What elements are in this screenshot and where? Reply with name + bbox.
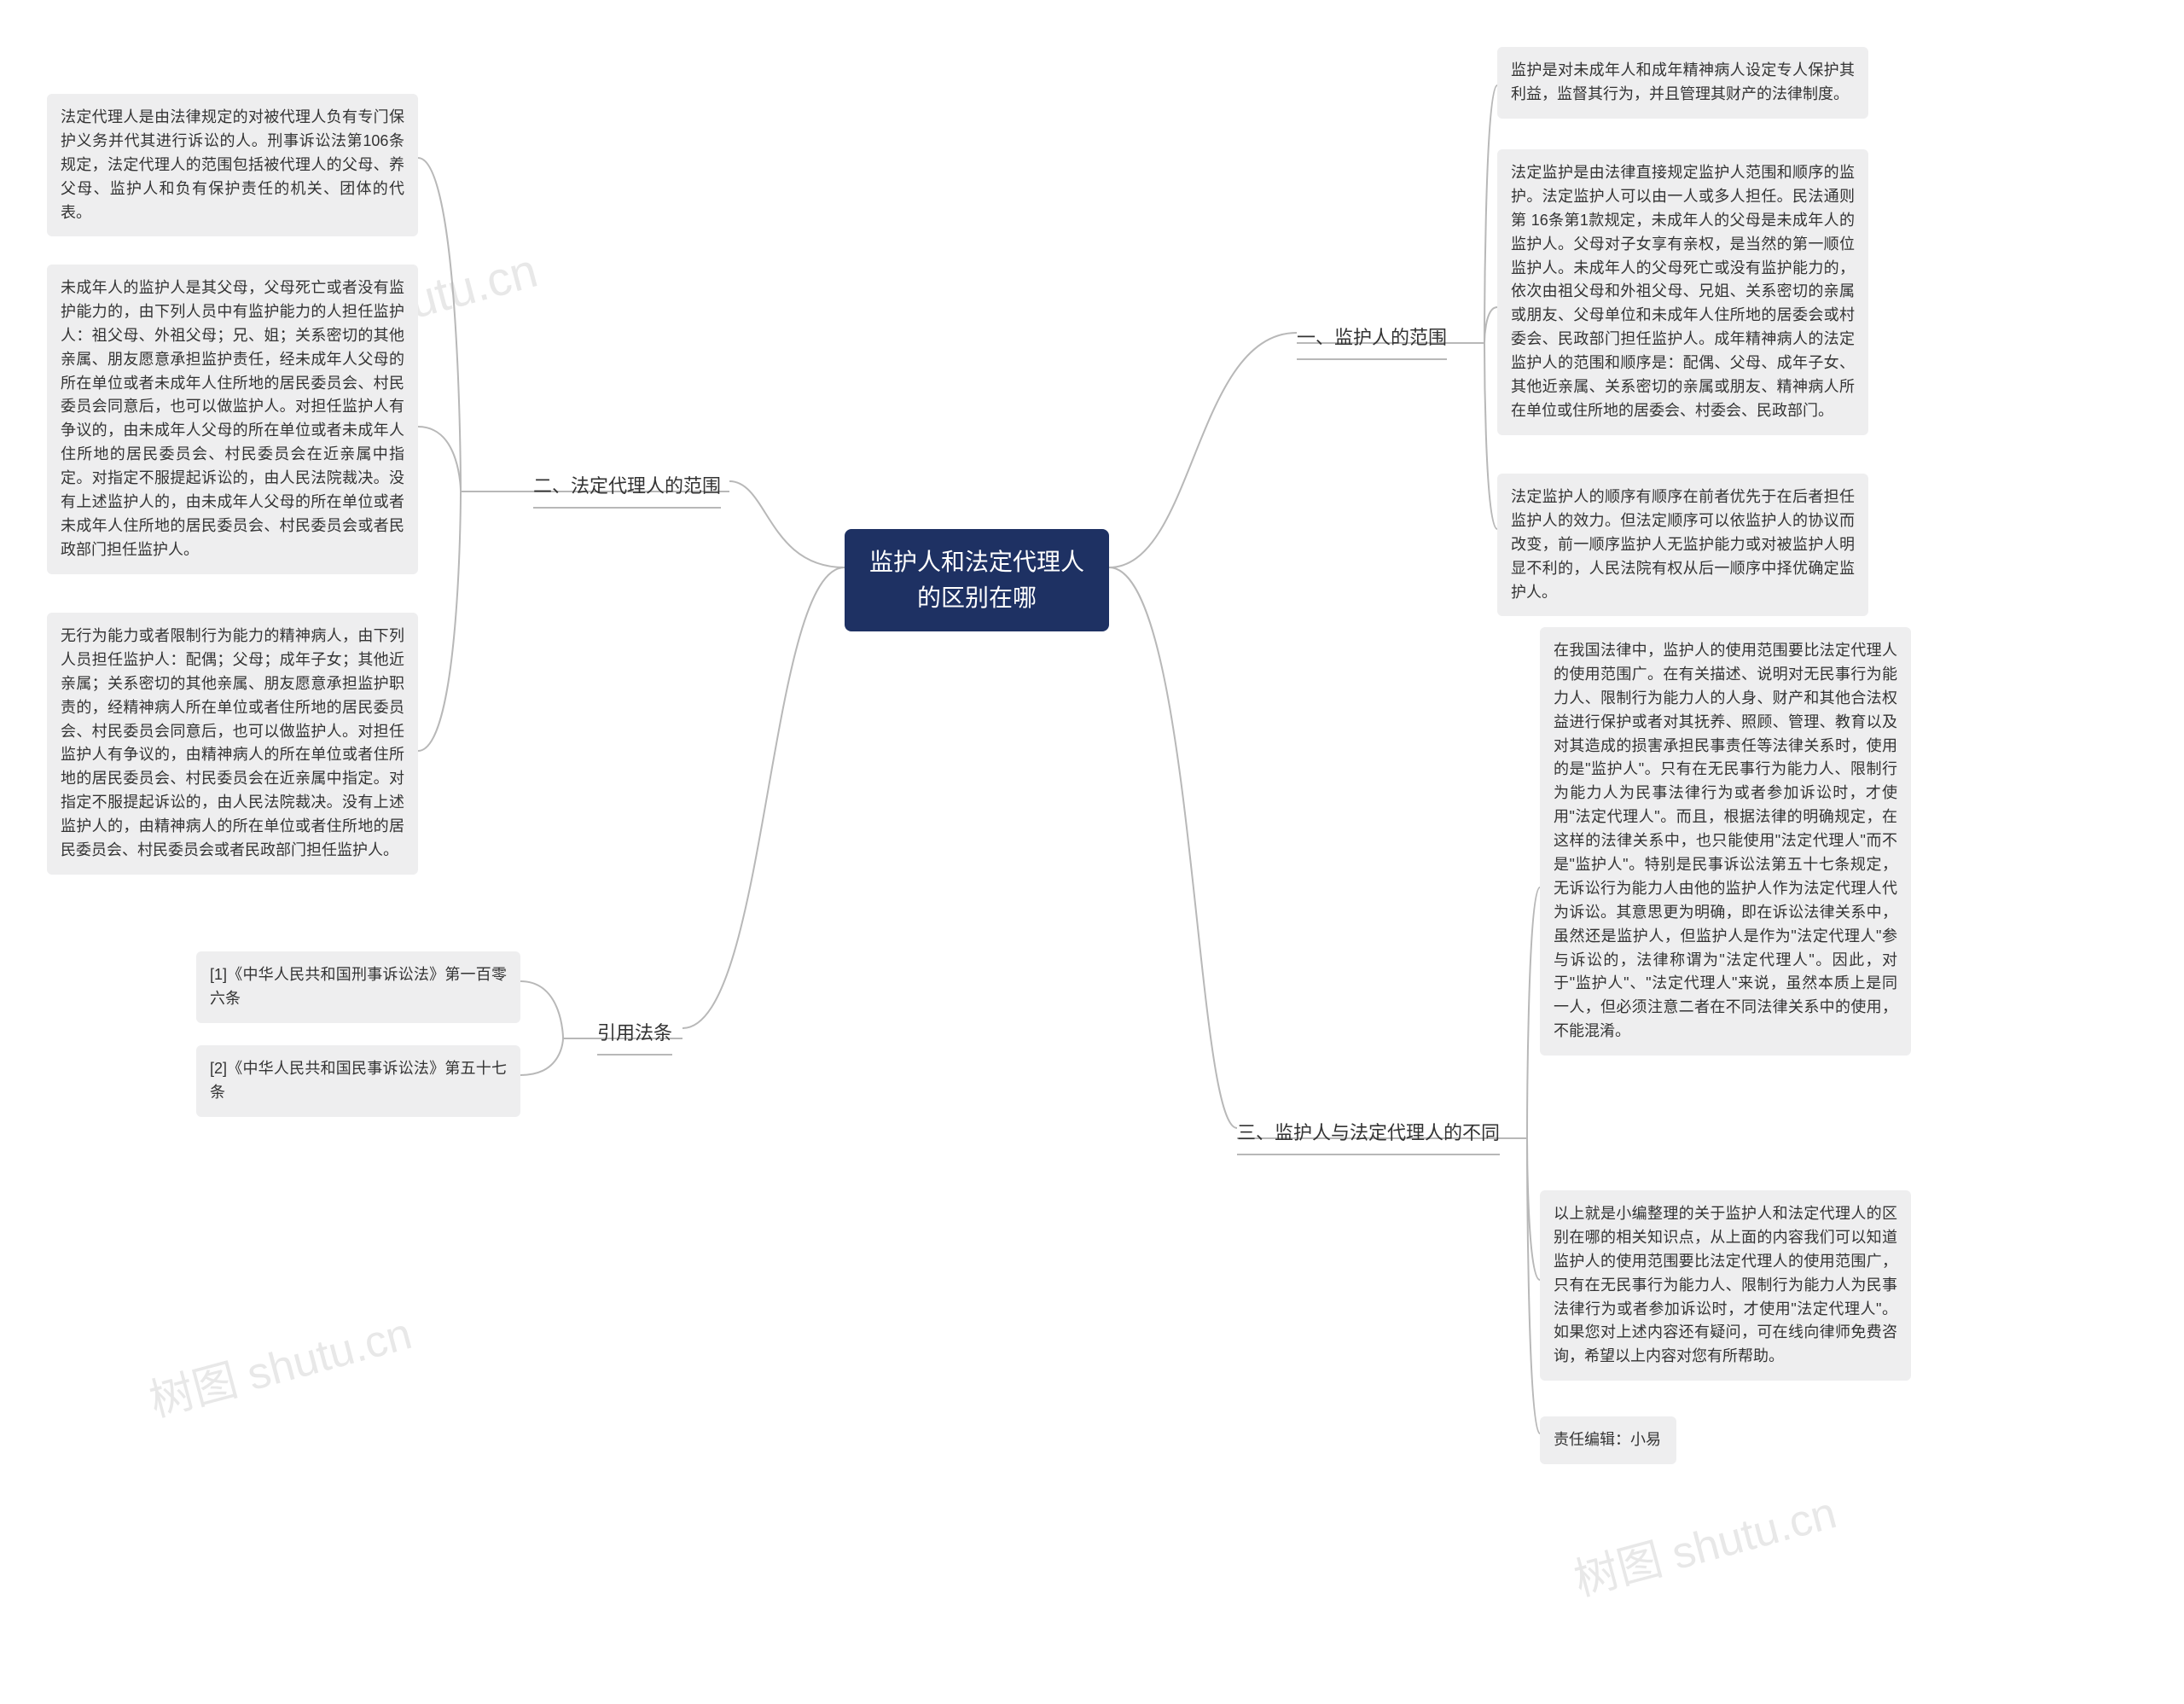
branch-label-right-2: 三、监护人与法定代理人的不同 [1237,1118,1500,1147]
branch-label-left-2: 引用法条 [597,1018,672,1047]
watermark: 树图 shutu.cn [1566,1477,1843,1608]
leaf-r2-2: 责任编辑：小易 [1540,1416,1676,1464]
leaf-l1-0: 法定代理人是由法律规定的对被代理人负有专门保护义务并代其进行诉讼的人。刑事诉讼法… [47,94,418,236]
leaf-l2-1: [2]《中华人民共和国民事诉讼法》第五十七条 [196,1045,520,1117]
branch-label-left-1: 二、法定代理人的范围 [533,471,721,500]
leaf-r1-0: 监护是对未成年人和成年精神病人设定专人保护其利益，监督其行为，并且管理其财产的法… [1497,47,1868,119]
leaf-l1-2: 无行为能力或者限制行为能力的精神病人，由下列人员担任监护人：配偶；父母；成年子女… [47,613,418,875]
leaf-r1-1: 法定监护是由法律直接规定监护人范围和顺序的监护。法定监护人可以由一人或多人担任。… [1497,149,1868,435]
leaf-r2-0: 在我国法律中，监护人的使用范围要比法定代理人的使用范围广。在有关描述、说明对无民… [1540,627,1911,1056]
leaf-r1-2: 法定监护人的顺序有顺序在前者优先于在后者担任监护人的效力。但法定顺序可以依监护人… [1497,474,1868,616]
branch-label-right-1: 一、监护人的范围 [1297,323,1447,352]
leaf-l2-0: [1]《中华人民共和国刑事诉讼法》第一百零六条 [196,951,520,1023]
watermark: 树图 shutu.cn [142,1298,418,1429]
mindmap-center: 监护人和法定代理人的区别在哪 [845,529,1109,631]
leaf-l1-1: 未成年人的监护人是其父母，父母死亡或者没有监护能力的，由下列人员中有监护能力的人… [47,265,418,574]
leaf-r2-1: 以上就是小编整理的关于监护人和法定代理人的区别在哪的相关知识点，从上面的内容我们… [1540,1190,1911,1381]
